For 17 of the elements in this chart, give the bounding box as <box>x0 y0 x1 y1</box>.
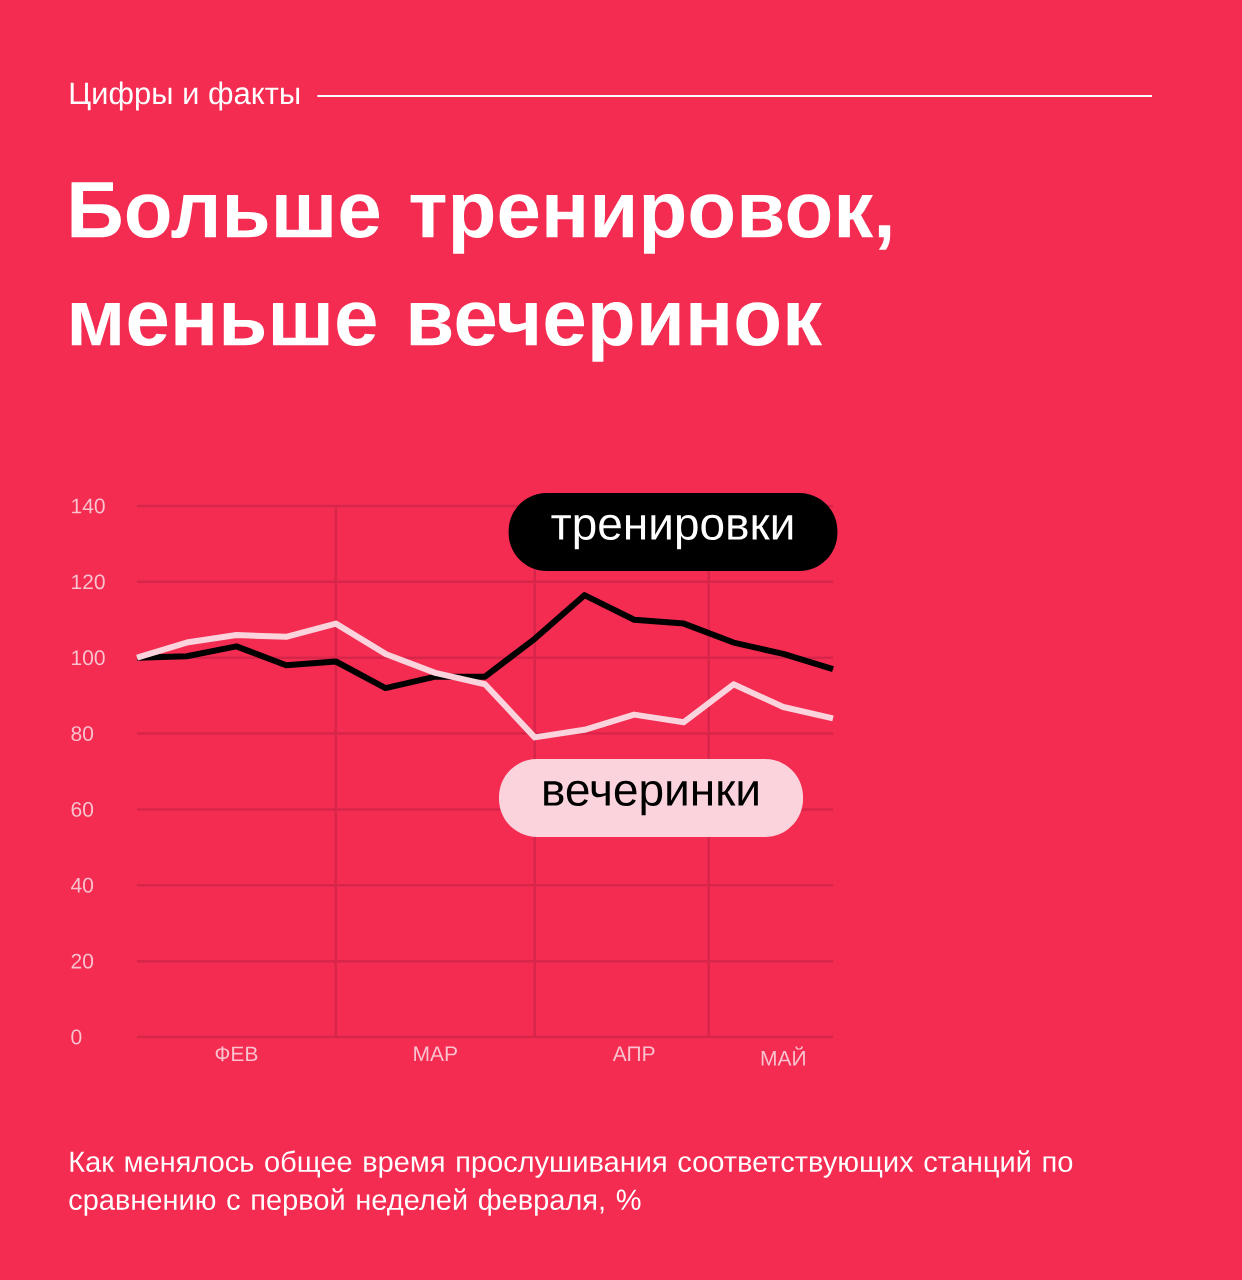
series-label: тренировки <box>551 514 793 550</box>
y-tick-label: 0 <box>71 1029 82 1045</box>
chart-title: Больше тренировок, меньше вечеринок <box>71 182 891 362</box>
y-tick-label: 60 <box>71 802 94 817</box>
text: Как менялось общее время прослушивания соответствующих станций по сравнению с первой неделей февраля, % <box>69 1150 1073 1216</box>
x-tick-label: МАЙ <box>761 1046 805 1066</box>
y-tick-label: 120 <box>72 574 105 590</box>
series-label: вечеринки <box>544 780 758 816</box>
y-tick-label: 140 <box>72 498 105 514</box>
x-tick-label: АПР <box>612 1046 655 1061</box>
y-tick-label: 20 <box>71 953 94 969</box>
y-tick-label: 80 <box>71 726 94 742</box>
chart-subtitle: Цифры и факты <box>70 81 300 111</box>
x-tick-label: ФЕВ <box>215 1046 258 1062</box>
y-tick-label: 40 <box>71 877 94 893</box>
x-tick-label: МАР <box>414 1046 457 1061</box>
y-tick-label: 100 <box>72 650 105 666</box>
